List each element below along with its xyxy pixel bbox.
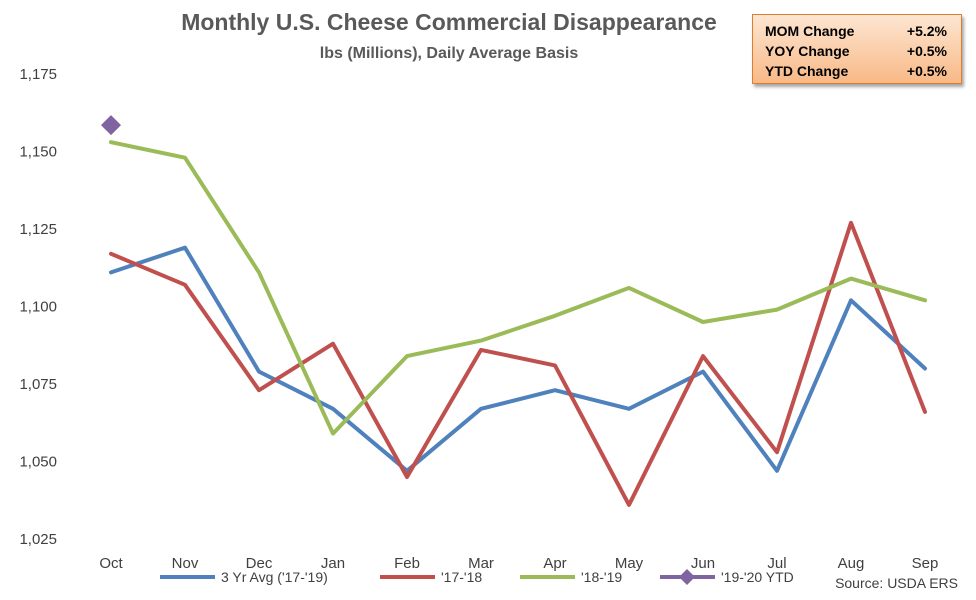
y-tick-label: 1,125 xyxy=(19,221,57,238)
source-note: Source: USDA ERS xyxy=(835,575,958,591)
series-line-1 xyxy=(109,220,927,507)
legend-label: '18-'19 xyxy=(581,569,622,585)
y-tick-label: 1,050 xyxy=(19,454,57,471)
stat-label: MOM Change xyxy=(765,23,855,39)
y-tick-label: 1,075 xyxy=(19,376,57,393)
y-tick-label: 1,100 xyxy=(19,299,57,316)
stat-label: YOY Change xyxy=(765,43,850,59)
x-tick-label: Apr xyxy=(543,555,566,572)
series-line-0 xyxy=(109,245,927,473)
x-tick-label: Jun xyxy=(691,555,715,572)
x-tick-label: Feb xyxy=(394,555,420,572)
x-tick-label: Nov xyxy=(172,555,199,572)
x-tick-label: Aug xyxy=(838,555,865,572)
stat-row-ytd: YTD Change +0.5% xyxy=(765,61,947,81)
chart-title: Monthly U.S. Cheese Commercial Disappear… xyxy=(181,9,717,35)
legend-label: '17-'18 xyxy=(441,569,482,585)
legend: 3 Yr Avg ('17-'19) '17-'18 '18-'19 '19-'20 … xyxy=(160,569,794,585)
x-tick-label: Dec xyxy=(246,555,273,572)
stats-box: MOM Change +5.2% YOY Change +0.5% YTD Ch… xyxy=(752,14,962,84)
stat-value: +0.5% xyxy=(906,43,947,59)
x-axis: Oct Nov Dec Jan Feb Mar Apr May Jun Jul Aug Sep xyxy=(99,555,938,572)
stat-label: YTD Change xyxy=(765,63,849,79)
y-axis: 1,025 1,050 1,075 1,100 1,125 1,150 1,175 xyxy=(19,66,57,548)
x-tick-label: May xyxy=(615,555,644,572)
y-tick-label: 1,150 xyxy=(19,144,57,161)
stat-value: +0.5% xyxy=(906,63,947,79)
stat-row-yoy: YOY Change +0.5% xyxy=(765,41,947,61)
legend-diamond xyxy=(679,569,695,585)
data-point-diamond xyxy=(101,115,121,136)
plot-area xyxy=(101,115,927,507)
stat-value: +5.2% xyxy=(906,23,947,39)
x-tick-label: Sep xyxy=(912,555,939,572)
legend-label: '19-'20 YTD xyxy=(721,569,794,585)
x-tick-label: Jul xyxy=(767,555,786,572)
y-tick-label: 1,025 xyxy=(19,531,57,548)
x-tick-label: Jan xyxy=(321,555,345,572)
stat-row-mom: MOM Change +5.2% xyxy=(765,21,947,41)
y-tick-label: 1,175 xyxy=(19,66,57,83)
legend-label: 3 Yr Avg ('17-'19) xyxy=(221,569,328,585)
series-line-2 xyxy=(109,140,927,436)
chart-subtitle: lbs (Millions), Daily Average Basis xyxy=(320,45,579,62)
x-tick-label: Oct xyxy=(99,555,123,572)
x-tick-label: Mar xyxy=(468,555,494,572)
